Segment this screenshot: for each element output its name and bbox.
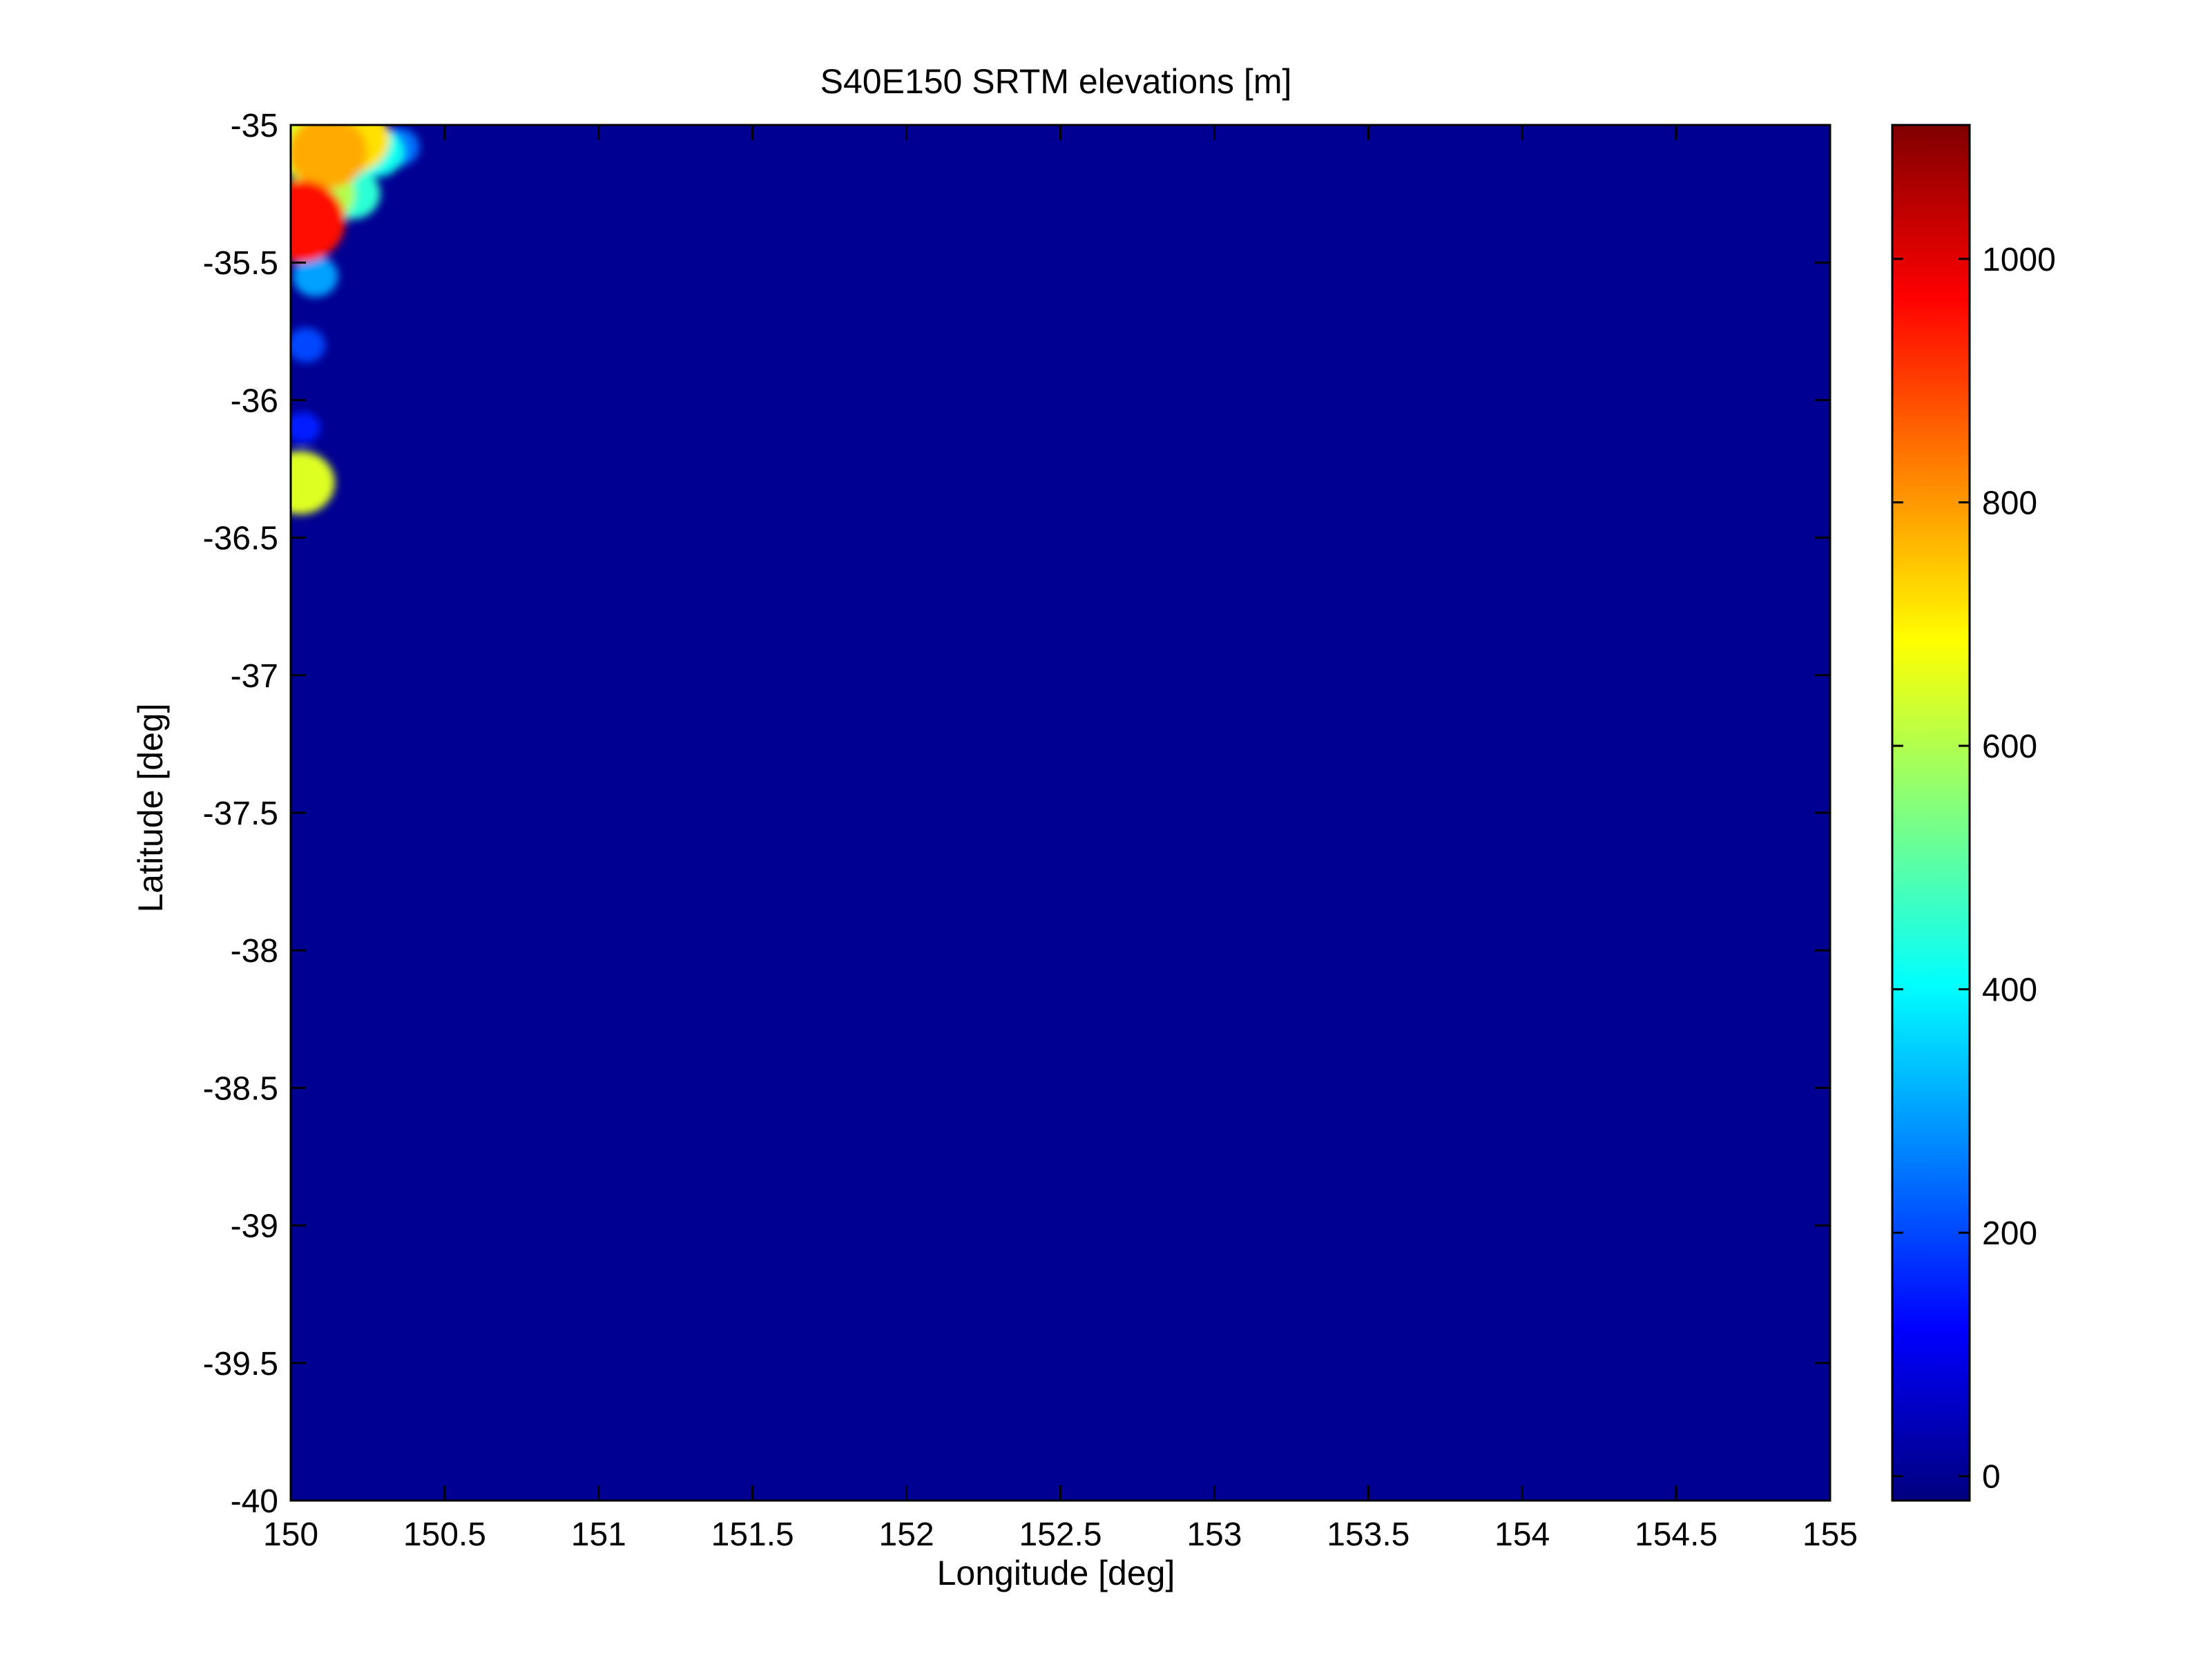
y-tick-label: -35 bbox=[231, 108, 278, 144]
colorbar-tick-label: 0 bbox=[1982, 1459, 2001, 1496]
colorbar-tick-label: 400 bbox=[1982, 972, 2037, 1009]
colorbar-tick-label: 800 bbox=[1982, 485, 2037, 521]
y-tick-label: -37.5 bbox=[203, 796, 278, 832]
elevation-patch bbox=[291, 451, 335, 514]
x-tick-label: 150 bbox=[263, 1516, 318, 1553]
elevation-patch bbox=[291, 327, 326, 363]
x-tick-label: 155 bbox=[1802, 1516, 1858, 1553]
x-tick-label: 151.5 bbox=[711, 1516, 794, 1553]
y-tick-label: -39 bbox=[231, 1208, 278, 1245]
y-axis-ticks: -35 -35.5 -36 -36.5 -37 -37.5 -38 -38.5 -39 -39.5… bbox=[203, 108, 1830, 1520]
x-tick-label: 150.5 bbox=[403, 1516, 486, 1553]
elevation-patches bbox=[291, 125, 420, 514]
chart-title: S40E150 SRTM elevations [m] bbox=[820, 62, 1292, 101]
x-axis-ticks: 150 150.5 151 151.5 152 152.5 153 153.5 154 154.5… bbox=[263, 125, 1858, 1553]
colorbar bbox=[1891, 124, 1971, 1502]
x-tick-label: 152 bbox=[879, 1516, 934, 1553]
y-tick-label: -39.5 bbox=[203, 1346, 278, 1382]
y-tick-label: -38.5 bbox=[203, 1070, 278, 1107]
x-tick-label: 153.5 bbox=[1327, 1516, 1410, 1553]
elevation-patch bbox=[291, 180, 346, 263]
y-tick-label: -36 bbox=[231, 383, 278, 419]
x-tick-label: 154.5 bbox=[1635, 1516, 1718, 1553]
colorbar-tick-label: 200 bbox=[1982, 1215, 2037, 1252]
y-tick-label: -36.5 bbox=[203, 521, 278, 557]
x-tick-label: 152.5 bbox=[1019, 1516, 1102, 1553]
colorbar-tick-label: 600 bbox=[1982, 729, 2037, 765]
y-tick-label: -37 bbox=[231, 658, 278, 695]
elevation-patch bbox=[292, 256, 338, 297]
y-tick-label: -35.5 bbox=[203, 245, 278, 282]
x-tick-label: 151 bbox=[571, 1516, 626, 1553]
y-tick-label: -40 bbox=[231, 1483, 278, 1520]
y-tick-label: -38 bbox=[231, 933, 278, 970]
elevation-patch bbox=[291, 412, 321, 444]
x-axis-label: Longitude [deg] bbox=[937, 1554, 1175, 1592]
x-tick-label: 153 bbox=[1186, 1516, 1242, 1553]
y-axis-label: Latitude [deg] bbox=[131, 703, 170, 912]
x-tick-label: 154 bbox=[1494, 1516, 1550, 1553]
heatmap-background bbox=[291, 125, 1830, 1501]
elevation-patch bbox=[291, 125, 367, 189]
colorbar-ticks: 0 200 400 600 800 1000 bbox=[1892, 242, 2056, 1496]
colorbar-tick-label: 1000 bbox=[1982, 242, 2056, 278]
